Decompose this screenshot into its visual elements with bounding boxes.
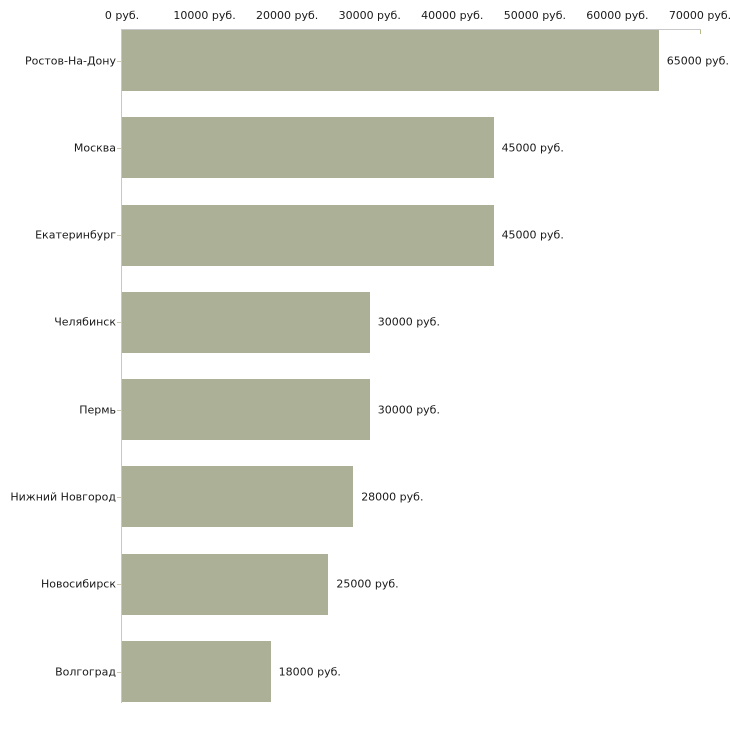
- value-label: 30000 руб.: [377, 403, 440, 417]
- bar: [122, 553, 329, 615]
- x-axis-tick-label: 10000 руб.: [173, 9, 236, 22]
- x-axis-tick-label: 50000 руб.: [503, 9, 566, 22]
- value-label: 25000 руб.: [336, 577, 399, 591]
- bar: [122, 641, 271, 702]
- category-label: Екатеринбург: [35, 228, 116, 242]
- value-label: 65000 руб.: [666, 54, 729, 67]
- y-axis-tick-mark: [117, 147, 121, 149]
- category-label: Новосибирск: [40, 577, 116, 591]
- bar: [122, 466, 354, 528]
- x-axis-tick-label: 70000 руб.: [668, 9, 730, 22]
- category-label: Ростов-На-Дону: [24, 54, 116, 67]
- bar: [122, 204, 494, 266]
- x-axis-tick-mark: [700, 30, 701, 34]
- category-label: Москва: [73, 141, 116, 155]
- x-axis-tick-label: 60000 руб.: [586, 9, 649, 22]
- y-axis-tick-mark: [117, 671, 121, 673]
- bar: [122, 291, 370, 353]
- y-axis-tick-mark: [117, 235, 121, 237]
- x-axis-tick-label: 30000 руб.: [338, 9, 401, 22]
- x-axis-tick-label: 40000 руб.: [421, 9, 484, 22]
- bar: [122, 117, 494, 179]
- value-label: 45000 руб.: [501, 228, 564, 242]
- category-label: Челябинск: [54, 315, 116, 329]
- value-label: 45000 руб.: [501, 141, 564, 155]
- category-label: Нижний Новгород: [10, 490, 116, 504]
- x-axis-tick-label: 20000 руб.: [256, 9, 319, 22]
- value-label: 28000 руб.: [361, 490, 424, 504]
- y-axis-tick-mark: [117, 409, 121, 411]
- value-label: 18000 руб.: [278, 665, 341, 678]
- x-axis-tick-label: 0 руб.: [104, 9, 140, 22]
- y-axis-tick-mark: [117, 322, 121, 324]
- bar: [122, 30, 659, 91]
- y-axis-line: [121, 29, 122, 703]
- y-axis-tick-mark: [117, 60, 121, 62]
- value-label: 30000 руб.: [377, 315, 440, 329]
- y-axis-tick-mark: [117, 584, 121, 586]
- y-axis-tick-mark: [117, 496, 121, 498]
- category-label: Пермь: [79, 403, 116, 417]
- bar: [122, 379, 370, 441]
- x-axis-line: [122, 29, 701, 30]
- category-label: Волгоград: [55, 665, 116, 678]
